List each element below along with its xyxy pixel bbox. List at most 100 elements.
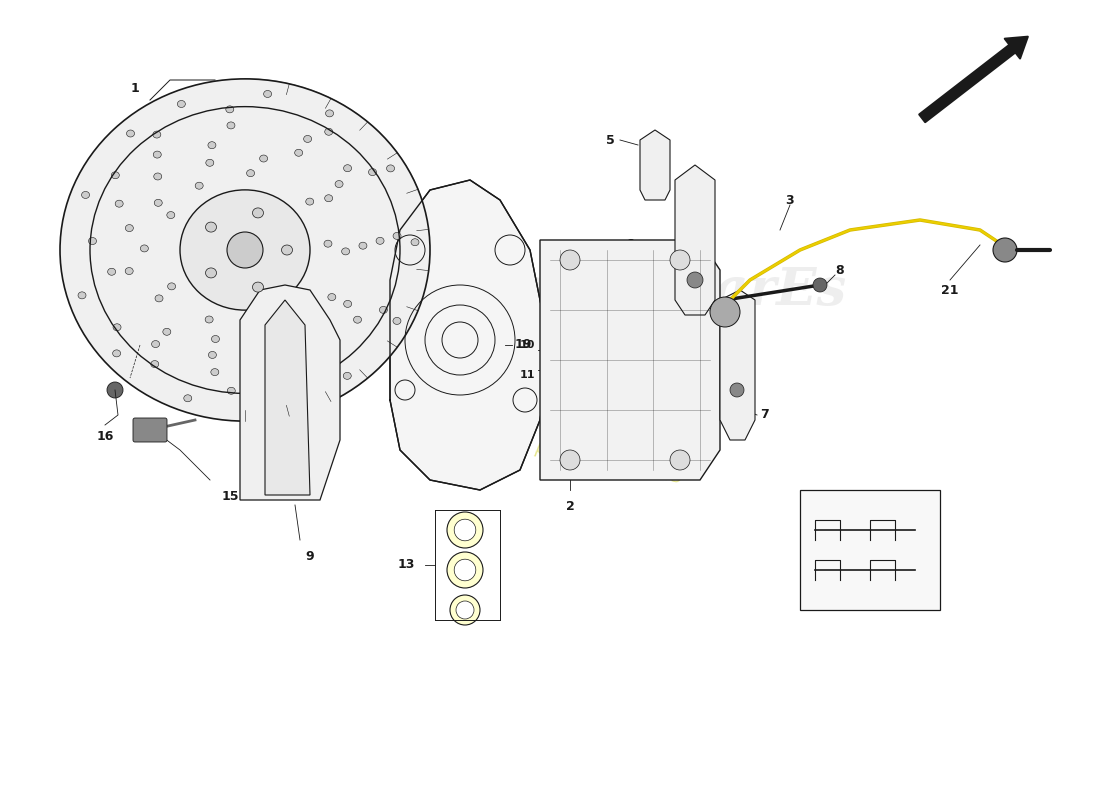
Circle shape: [560, 450, 580, 470]
Polygon shape: [390, 180, 550, 490]
Ellipse shape: [163, 328, 170, 335]
Circle shape: [456, 601, 474, 619]
Ellipse shape: [324, 128, 332, 135]
Circle shape: [560, 250, 580, 270]
Ellipse shape: [282, 245, 293, 255]
Ellipse shape: [167, 283, 176, 290]
Text: 9: 9: [306, 550, 315, 563]
Polygon shape: [245, 79, 430, 421]
Ellipse shape: [336, 181, 343, 187]
Circle shape: [447, 512, 483, 548]
Ellipse shape: [126, 130, 134, 137]
Ellipse shape: [180, 190, 310, 310]
Ellipse shape: [328, 294, 336, 301]
Ellipse shape: [116, 200, 123, 207]
Polygon shape: [720, 290, 755, 440]
Circle shape: [710, 297, 740, 327]
Polygon shape: [265, 300, 310, 495]
Ellipse shape: [125, 267, 133, 274]
Polygon shape: [240, 285, 340, 500]
Ellipse shape: [343, 165, 352, 172]
Ellipse shape: [227, 122, 235, 129]
Text: a passion for parts since 1985: a passion for parts since 1985: [415, 413, 685, 487]
Ellipse shape: [125, 225, 133, 231]
Ellipse shape: [78, 292, 86, 299]
Ellipse shape: [154, 199, 162, 206]
Ellipse shape: [359, 242, 367, 249]
Text: 21: 21: [942, 283, 959, 297]
Ellipse shape: [177, 101, 186, 107]
Ellipse shape: [167, 211, 175, 218]
Ellipse shape: [324, 240, 332, 247]
Ellipse shape: [379, 306, 387, 314]
Circle shape: [813, 278, 827, 292]
Ellipse shape: [151, 361, 158, 367]
Text: 16: 16: [97, 430, 113, 443]
Ellipse shape: [226, 106, 234, 113]
Ellipse shape: [411, 238, 419, 246]
Circle shape: [454, 519, 476, 541]
Ellipse shape: [326, 110, 333, 117]
Circle shape: [107, 382, 123, 398]
Circle shape: [227, 232, 263, 268]
Ellipse shape: [253, 208, 264, 218]
Ellipse shape: [260, 338, 267, 345]
Text: 7: 7: [760, 409, 769, 422]
Text: 1: 1: [131, 82, 140, 95]
Ellipse shape: [111, 172, 119, 178]
FancyBboxPatch shape: [133, 418, 167, 442]
Circle shape: [670, 450, 690, 470]
Polygon shape: [540, 240, 720, 480]
Ellipse shape: [246, 170, 254, 177]
Ellipse shape: [278, 350, 287, 357]
Ellipse shape: [295, 150, 302, 156]
Ellipse shape: [206, 268, 217, 278]
Ellipse shape: [108, 268, 115, 275]
Text: 5: 5: [606, 134, 615, 146]
Circle shape: [730, 383, 744, 397]
Ellipse shape: [306, 198, 313, 205]
Ellipse shape: [263, 321, 271, 328]
Ellipse shape: [206, 222, 217, 232]
Text: 19: 19: [515, 338, 532, 351]
Ellipse shape: [297, 378, 305, 385]
Ellipse shape: [368, 169, 376, 176]
Polygon shape: [675, 165, 715, 315]
Ellipse shape: [253, 282, 264, 292]
Ellipse shape: [211, 369, 219, 376]
Ellipse shape: [60, 79, 430, 421]
Ellipse shape: [275, 401, 283, 408]
Text: eurosparEs: eurosparEs: [514, 265, 847, 315]
Ellipse shape: [343, 372, 351, 379]
Text: 2: 2: [565, 500, 574, 513]
Ellipse shape: [153, 151, 162, 158]
FancyBboxPatch shape: [800, 490, 940, 610]
Ellipse shape: [208, 351, 217, 358]
Circle shape: [454, 559, 476, 581]
Ellipse shape: [342, 248, 350, 255]
Ellipse shape: [298, 302, 307, 310]
Text: 3: 3: [785, 194, 794, 206]
Circle shape: [450, 595, 480, 625]
Text: 10: 10: [519, 340, 535, 350]
Ellipse shape: [393, 233, 402, 239]
Ellipse shape: [386, 165, 395, 172]
Ellipse shape: [211, 335, 220, 342]
Ellipse shape: [228, 387, 235, 394]
Circle shape: [670, 250, 690, 270]
Circle shape: [993, 238, 1018, 262]
Ellipse shape: [141, 245, 149, 252]
Ellipse shape: [353, 316, 362, 323]
Ellipse shape: [205, 316, 213, 323]
Ellipse shape: [184, 394, 191, 402]
Ellipse shape: [112, 350, 121, 357]
Ellipse shape: [88, 238, 97, 245]
Ellipse shape: [264, 90, 272, 98]
Ellipse shape: [304, 135, 311, 142]
Ellipse shape: [324, 194, 332, 202]
Ellipse shape: [154, 173, 162, 180]
Polygon shape: [640, 130, 670, 200]
Circle shape: [688, 272, 703, 288]
Ellipse shape: [393, 318, 402, 325]
Ellipse shape: [206, 159, 213, 166]
